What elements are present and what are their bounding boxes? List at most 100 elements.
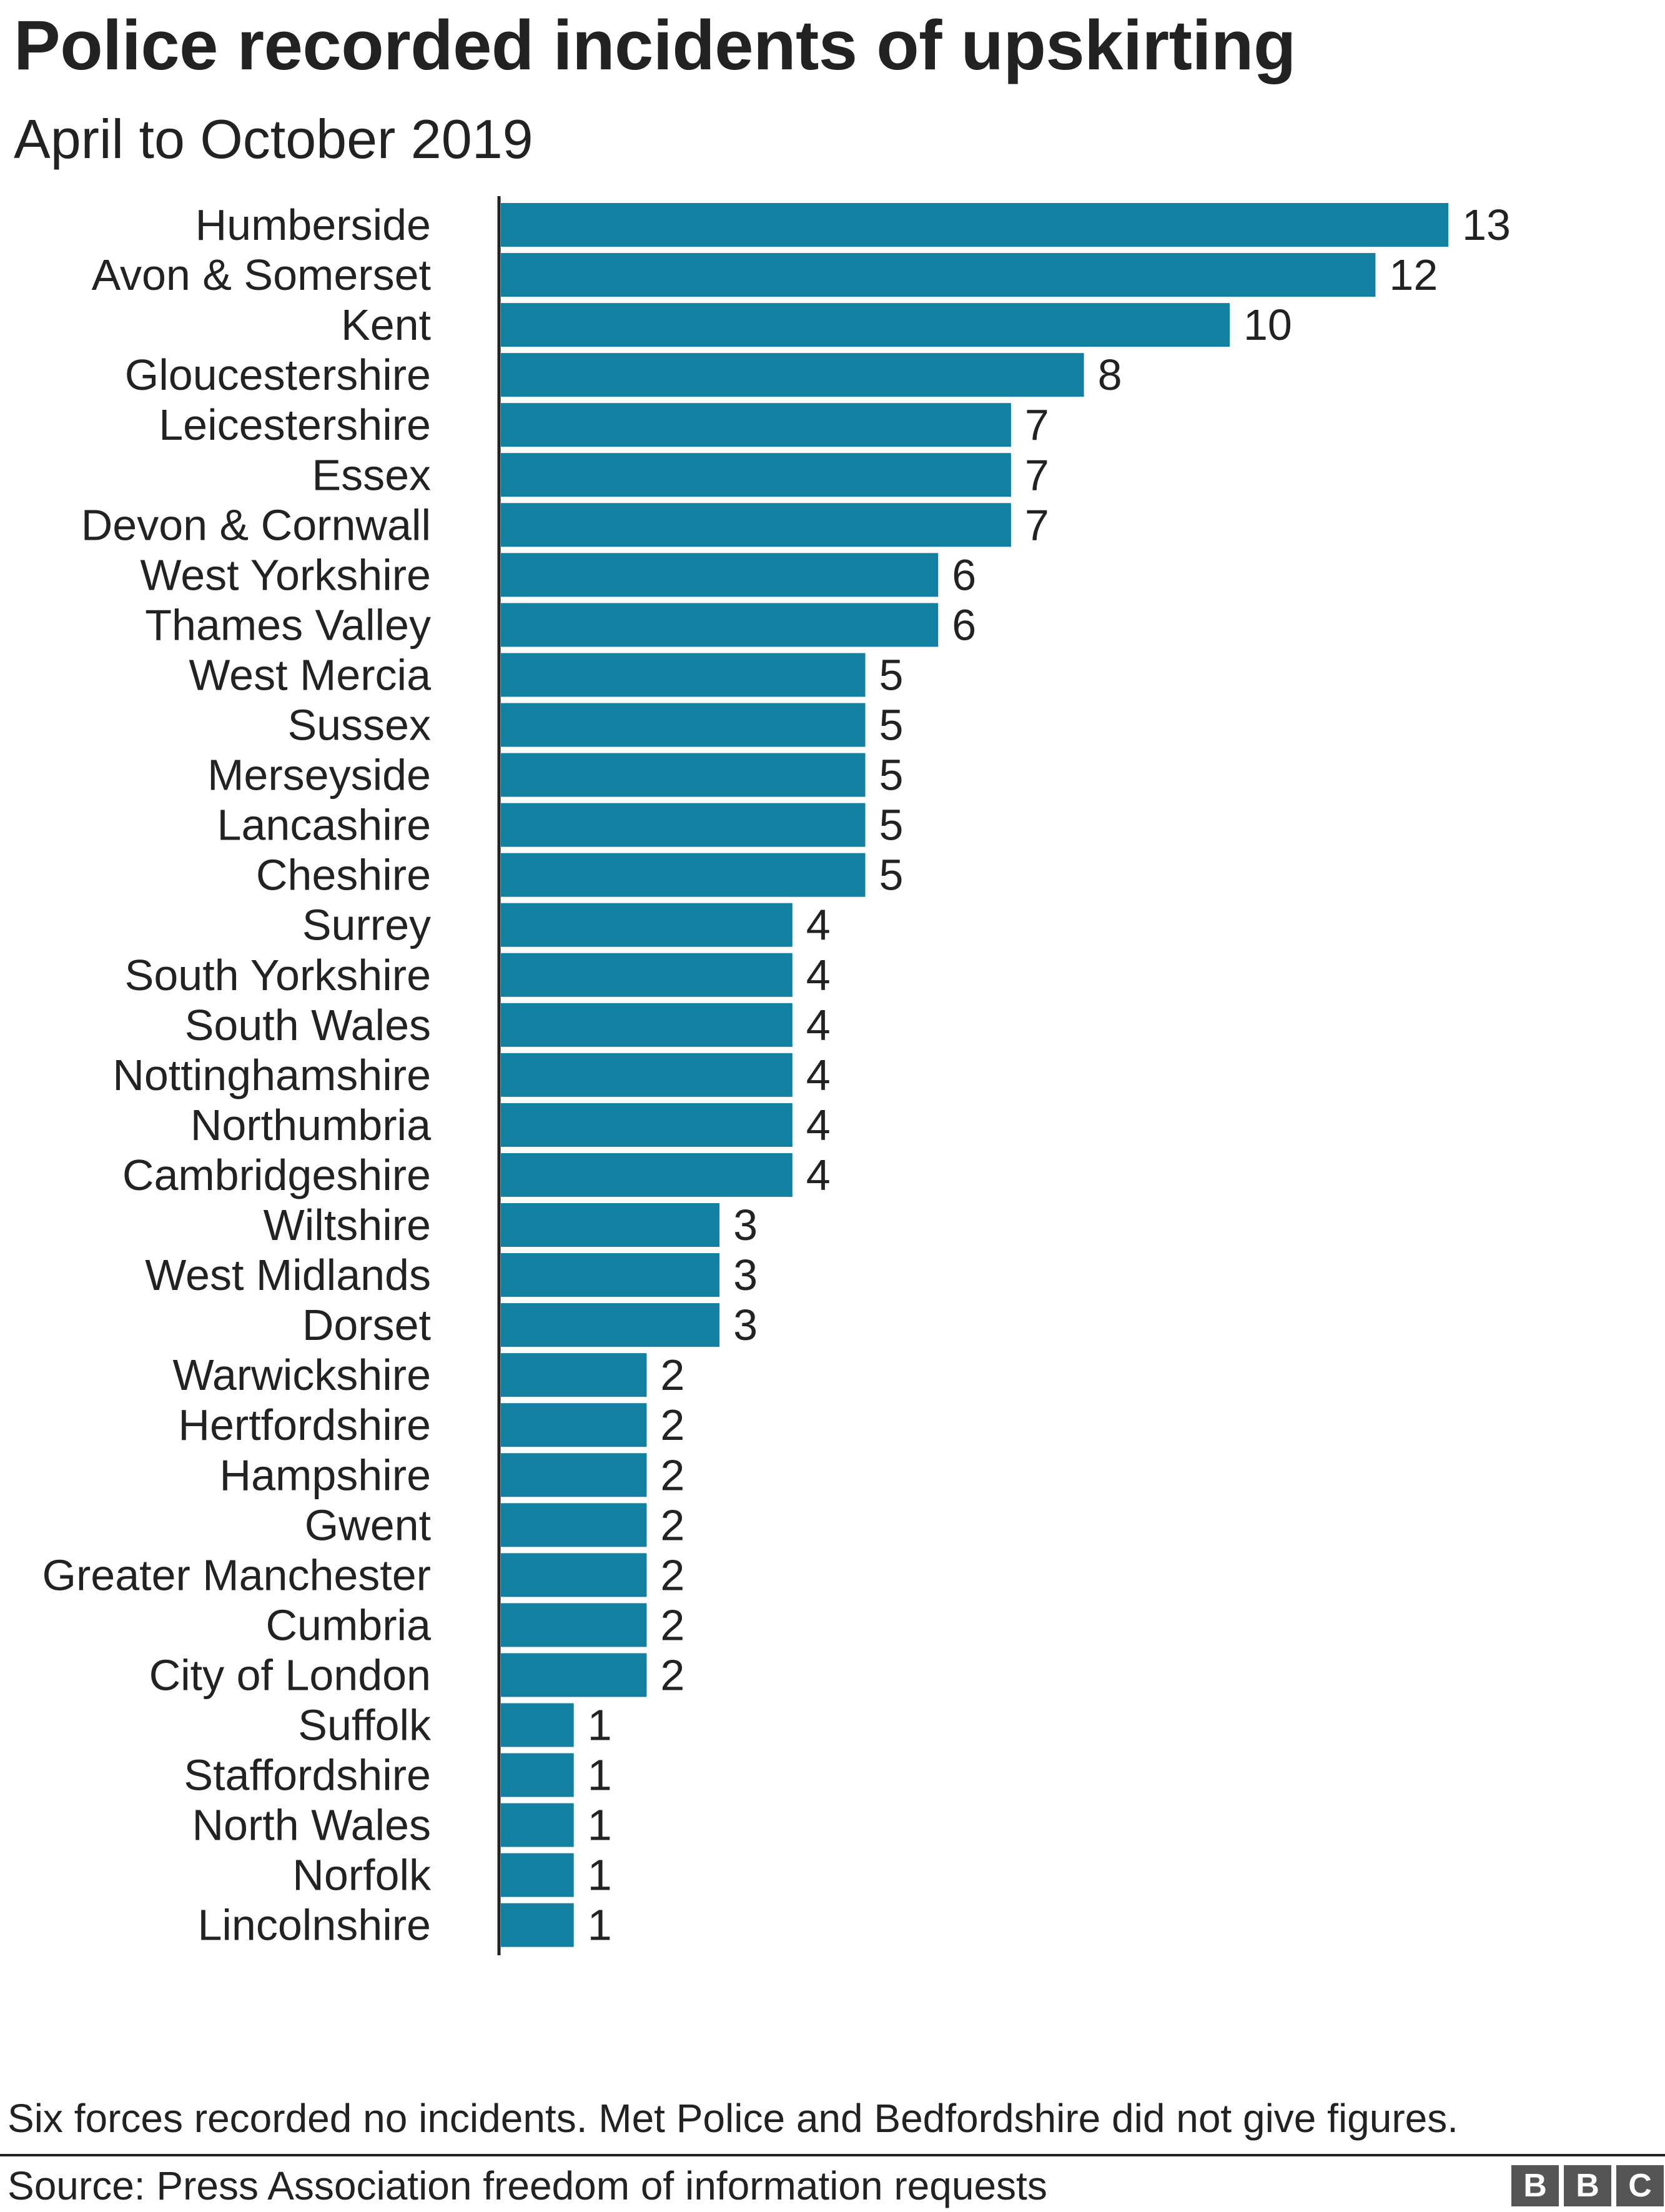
logo-letter: B bbox=[1564, 2165, 1611, 2206]
bar bbox=[501, 803, 866, 847]
value-label: 2 bbox=[660, 1351, 684, 1399]
category-label: Surrey bbox=[302, 901, 431, 950]
bar bbox=[501, 1503, 647, 1547]
category-label: North Wales bbox=[192, 1801, 431, 1850]
category-label: South Wales bbox=[185, 1001, 431, 1049]
category-label: South Yorkshire bbox=[125, 951, 431, 999]
bar bbox=[501, 853, 866, 897]
value-label: 1 bbox=[588, 1801, 612, 1850]
bar bbox=[501, 1903, 574, 1947]
category-label: Cambridgeshire bbox=[122, 1151, 431, 1199]
value-label: 1 bbox=[588, 1851, 612, 1900]
value-label: 7 bbox=[1025, 500, 1049, 549]
category-label: West Yorkshire bbox=[140, 550, 431, 599]
category-label: Hertfordshire bbox=[178, 1401, 431, 1449]
value-label: 5 bbox=[879, 751, 904, 800]
category-label: City of London bbox=[149, 1650, 431, 1699]
category-label: Lincolnshire bbox=[197, 1901, 431, 1950]
bar bbox=[501, 1653, 647, 1697]
category-label: Avon & Somerset bbox=[92, 250, 431, 299]
value-label: 5 bbox=[879, 701, 904, 750]
category-label: West Mercia bbox=[189, 650, 431, 699]
bar bbox=[501, 503, 1011, 547]
category-label: Cheshire bbox=[256, 851, 431, 900]
value-label: 6 bbox=[952, 600, 976, 649]
bar bbox=[501, 1153, 793, 1197]
value-label: 4 bbox=[806, 951, 831, 999]
value-label: 3 bbox=[733, 1301, 758, 1349]
value-label: 4 bbox=[806, 1101, 831, 1149]
category-label: Northumbria bbox=[190, 1101, 431, 1149]
value-label: 6 bbox=[952, 550, 976, 599]
bar bbox=[501, 253, 1376, 297]
value-label: 3 bbox=[733, 1201, 758, 1249]
bar bbox=[501, 753, 866, 797]
value-label: 2 bbox=[660, 1550, 684, 1599]
value-label: 2 bbox=[660, 1451, 684, 1499]
value-label: 2 bbox=[660, 1600, 684, 1649]
category-label: Sussex bbox=[287, 701, 431, 750]
bar bbox=[501, 553, 939, 597]
bar bbox=[501, 1053, 793, 1097]
category-label: Humberside bbox=[195, 201, 431, 249]
value-label: 5 bbox=[879, 801, 904, 850]
category-label: Thames Valley bbox=[145, 600, 431, 649]
bars-group bbox=[501, 203, 1449, 1947]
bar bbox=[501, 703, 866, 747]
category-label: Cumbria bbox=[265, 1600, 431, 1649]
category-label: Norfolk bbox=[292, 1851, 432, 1900]
bar bbox=[501, 653, 866, 697]
category-label: Greater Manchester bbox=[42, 1550, 431, 1599]
value-label: 5 bbox=[879, 851, 904, 900]
footer-divider bbox=[0, 2154, 1665, 2156]
value-label: 1 bbox=[588, 1901, 612, 1950]
category-label: Kent bbox=[341, 300, 431, 349]
value-label: 3 bbox=[733, 1251, 758, 1299]
value-label: 2 bbox=[660, 1401, 684, 1449]
category-label: Staffordshire bbox=[184, 1751, 431, 1800]
bar bbox=[501, 403, 1011, 447]
value-label: 4 bbox=[806, 1051, 831, 1099]
bar bbox=[501, 353, 1084, 397]
value-label: 13 bbox=[1462, 201, 1511, 249]
category-label: Gwent bbox=[305, 1500, 431, 1549]
category-label: Devon & Cornwall bbox=[81, 500, 431, 549]
value-label: 5 bbox=[879, 650, 904, 699]
value-label: 2 bbox=[660, 1500, 684, 1549]
value-label: 1 bbox=[588, 1701, 612, 1750]
chart-subtitle: April to October 2019 bbox=[14, 108, 533, 170]
bar bbox=[501, 453, 1011, 497]
category-label: Lancashire bbox=[217, 801, 431, 850]
bar bbox=[501, 1853, 574, 1897]
bar bbox=[501, 1553, 647, 1597]
category-label: Merseyside bbox=[207, 751, 431, 800]
value-label: 1 bbox=[588, 1751, 612, 1800]
value-label: 7 bbox=[1025, 400, 1049, 449]
category-label: Warwickshire bbox=[172, 1351, 431, 1399]
bar bbox=[501, 1303, 720, 1347]
bar bbox=[501, 1453, 647, 1497]
value-label: 4 bbox=[806, 901, 831, 950]
value-label: 2 bbox=[660, 1650, 684, 1699]
value-label: 7 bbox=[1025, 450, 1049, 499]
category-label: Wiltshire bbox=[264, 1201, 431, 1249]
category-label: West Midlands bbox=[145, 1251, 431, 1299]
bar bbox=[501, 603, 939, 647]
bar bbox=[501, 903, 793, 947]
bar bbox=[501, 1403, 647, 1447]
category-label: Essex bbox=[312, 450, 431, 499]
category-label: Leicestershire bbox=[159, 400, 431, 449]
category-label: Hampshire bbox=[220, 1451, 431, 1499]
bar bbox=[501, 1353, 647, 1397]
bar bbox=[501, 1003, 793, 1047]
category-label: Suffolk bbox=[298, 1701, 432, 1750]
bar bbox=[501, 303, 1230, 347]
bar bbox=[501, 1203, 720, 1247]
value-label: 4 bbox=[806, 1151, 831, 1199]
logo-letter: C bbox=[1616, 2165, 1664, 2206]
source-text: Source: Press Association freedom of inf… bbox=[7, 2163, 1047, 2208]
value-label: 4 bbox=[806, 1001, 831, 1049]
bar bbox=[501, 1253, 720, 1297]
